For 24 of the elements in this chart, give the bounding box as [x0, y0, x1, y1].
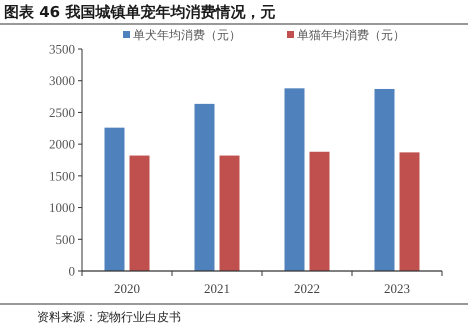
bar	[130, 156, 150, 271]
y-tick-label: 3500	[49, 42, 75, 56]
y-tick-label: 500	[56, 232, 75, 247]
bar	[220, 156, 240, 271]
y-tick-label: 1000	[49, 200, 75, 216]
bar	[400, 152, 420, 271]
y-tick-label: 0	[68, 264, 75, 278]
x-tick-label: 2020	[114, 281, 140, 296]
text: 资料来源：宠物行业白皮书	[37, 310, 181, 324]
y-tick-label: 2500	[49, 104, 75, 120]
x-tick-label: 2021	[204, 281, 230, 296]
bar	[194, 104, 214, 271]
bar	[374, 88, 394, 271]
chart-title: 图表 46 我国城镇单宠年均消费情况，元	[4, 3, 276, 21]
legend-label: 单猫年均消费（元）	[297, 28, 405, 42]
legend-label: 单犬年均消费（元）	[133, 28, 241, 42]
bar	[104, 128, 124, 271]
bar	[284, 88, 304, 271]
y-tick-label: 3000	[49, 73, 75, 88]
y-tick-label: 1500	[49, 168, 75, 184]
y-tick-label: 2000	[49, 136, 75, 152]
x-tick-label: 2022	[294, 281, 320, 296]
bar	[310, 152, 330, 271]
x-tick-label: 2023	[384, 281, 410, 296]
